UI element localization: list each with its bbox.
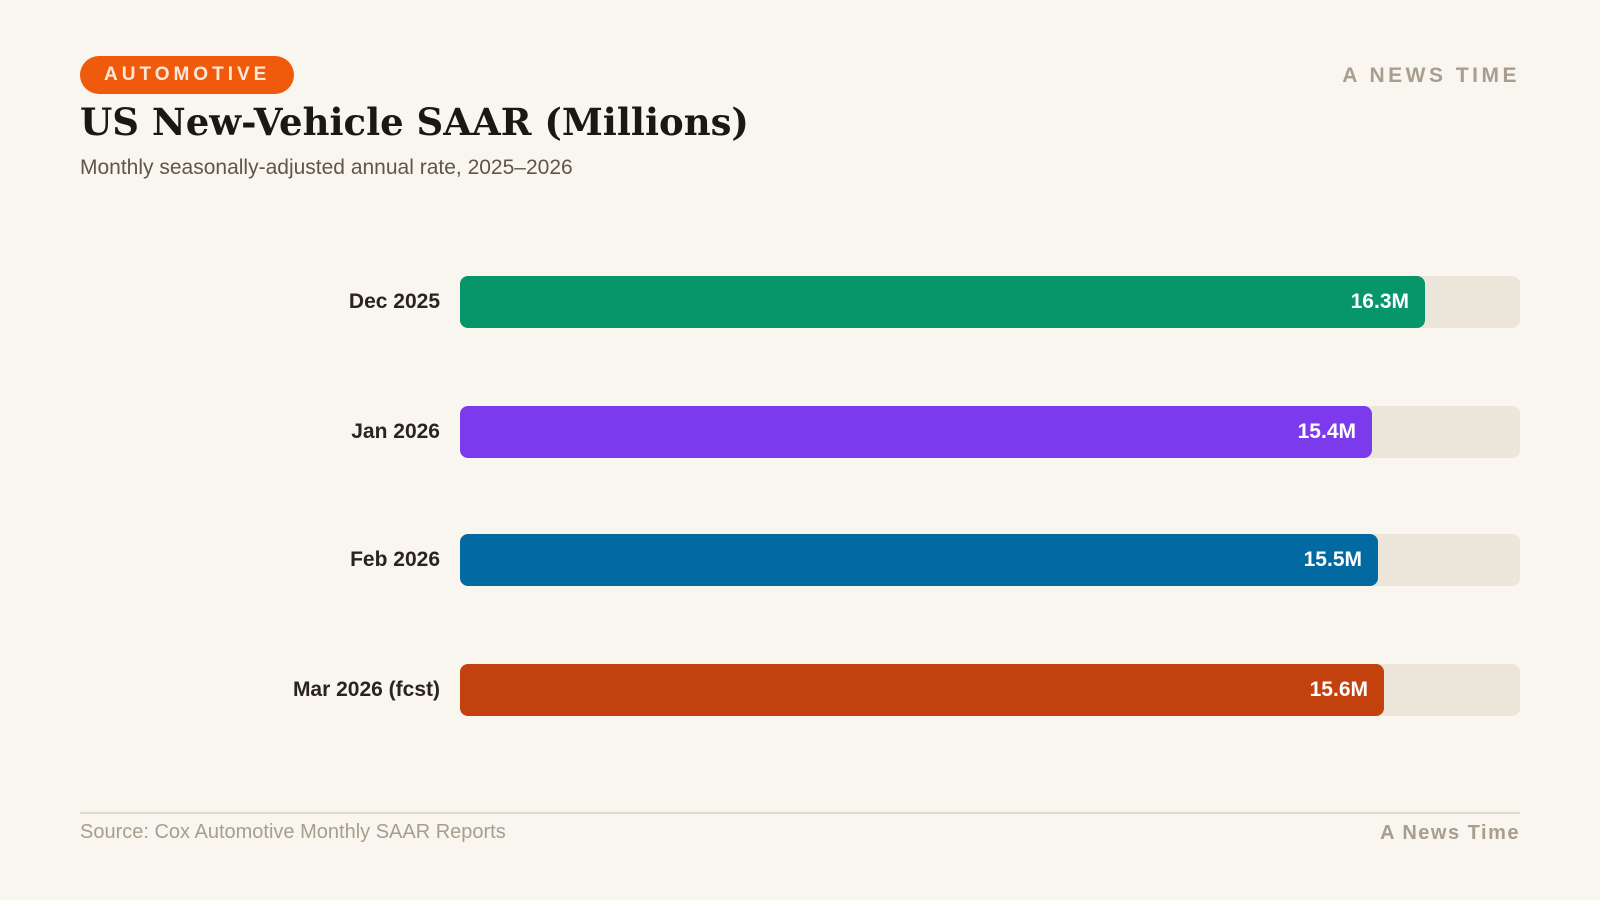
footer-divider — [80, 812, 1520, 814]
bar: 15.5M — [460, 534, 1378, 586]
footer-brand: A News Time — [1380, 822, 1520, 844]
bar-value-label: 15.6M — [1309, 678, 1368, 701]
bar: 15.6M — [460, 664, 1384, 716]
bar-track: 15.5M — [460, 534, 1520, 586]
bar-value-label: 15.5M — [1303, 548, 1362, 571]
bar-track: 15.6M — [460, 664, 1520, 716]
chart-subtitle: Monthly seasonally-adjusted annual rate,… — [80, 156, 573, 179]
bar: 15.4M — [460, 406, 1372, 458]
source-note: Source: Cox Automotive Monthly SAAR Repo… — [80, 821, 506, 843]
category-label: Jan 2026 — [351, 420, 440, 443]
category-tag: AUTOMOTIVE — [80, 56, 295, 94]
bar-value-label: 16.3M — [1350, 290, 1409, 313]
bar: 16.3M — [460, 276, 1425, 328]
category-label: Mar 2026 (fcst) — [292, 678, 440, 701]
bar-value-label: 15.4M — [1297, 420, 1356, 443]
bar-track: 16.3M — [460, 276, 1520, 328]
bar-track: 15.4M — [460, 406, 1520, 458]
chart-title: US New-Vehicle SAAR (Millions) — [80, 100, 749, 144]
category-label: Dec 2025 — [348, 290, 440, 313]
category-label: Feb 2026 — [350, 548, 440, 571]
brand-logo: A NEWS TIME — [1342, 64, 1520, 87]
